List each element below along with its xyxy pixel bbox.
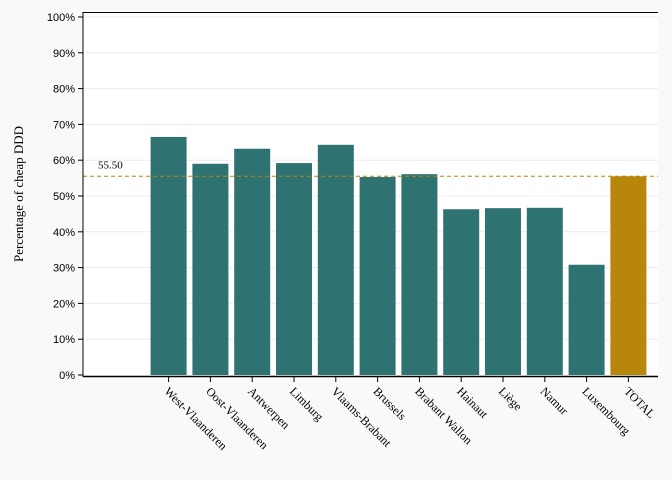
x-tick-label: Hainaut: [454, 384, 491, 421]
bar: [526, 207, 563, 375]
reference-line-group: 55.50: [83, 159, 658, 177]
y-tick-label: 80%: [53, 84, 75, 96]
x-tick-label: TOTAL: [621, 384, 658, 421]
y-axis-ticks: 0% 10% 20% 30% 40% 50% 60% 70% 80% 90% 100%: [47, 12, 83, 382]
y-tick-label: 30%: [53, 263, 75, 275]
y-axis-label: Percentage of cheap DDD: [11, 126, 26, 262]
x-axis-ticks: West-VlaanderenOost-VlaanderenAntwerpenL…: [161, 377, 658, 453]
bar: [234, 148, 271, 375]
x-tick-label: Limburg: [287, 384, 326, 423]
bar: [276, 163, 312, 375]
x-tick-label: Namur: [538, 384, 571, 417]
bar: [359, 177, 396, 375]
bar: [443, 209, 480, 375]
y-tick-label: 50%: [53, 191, 75, 203]
x-tick-label: Liège: [496, 384, 525, 413]
bar: [485, 208, 521, 375]
bar-total: [610, 176, 647, 375]
bar: [401, 174, 438, 375]
y-tick-label: 20%: [53, 298, 75, 310]
y-tick-label: 90%: [53, 48, 75, 60]
y-tick-label: 40%: [53, 227, 75, 239]
y-tick-label: 70%: [53, 119, 75, 131]
y-tick-label: 0%: [59, 370, 75, 382]
bar: [568, 264, 605, 375]
bar: [317, 144, 354, 375]
x-tick-label: Brussels: [370, 384, 409, 423]
y-tick-label: 100%: [47, 12, 75, 24]
y-tick-label: 10%: [53, 334, 75, 346]
bar: [150, 136, 187, 375]
reference-line-label: 55.50: [98, 159, 123, 171]
y-tick-label: 60%: [53, 155, 75, 167]
bar: [192, 163, 229, 375]
bars: [150, 136, 647, 375]
